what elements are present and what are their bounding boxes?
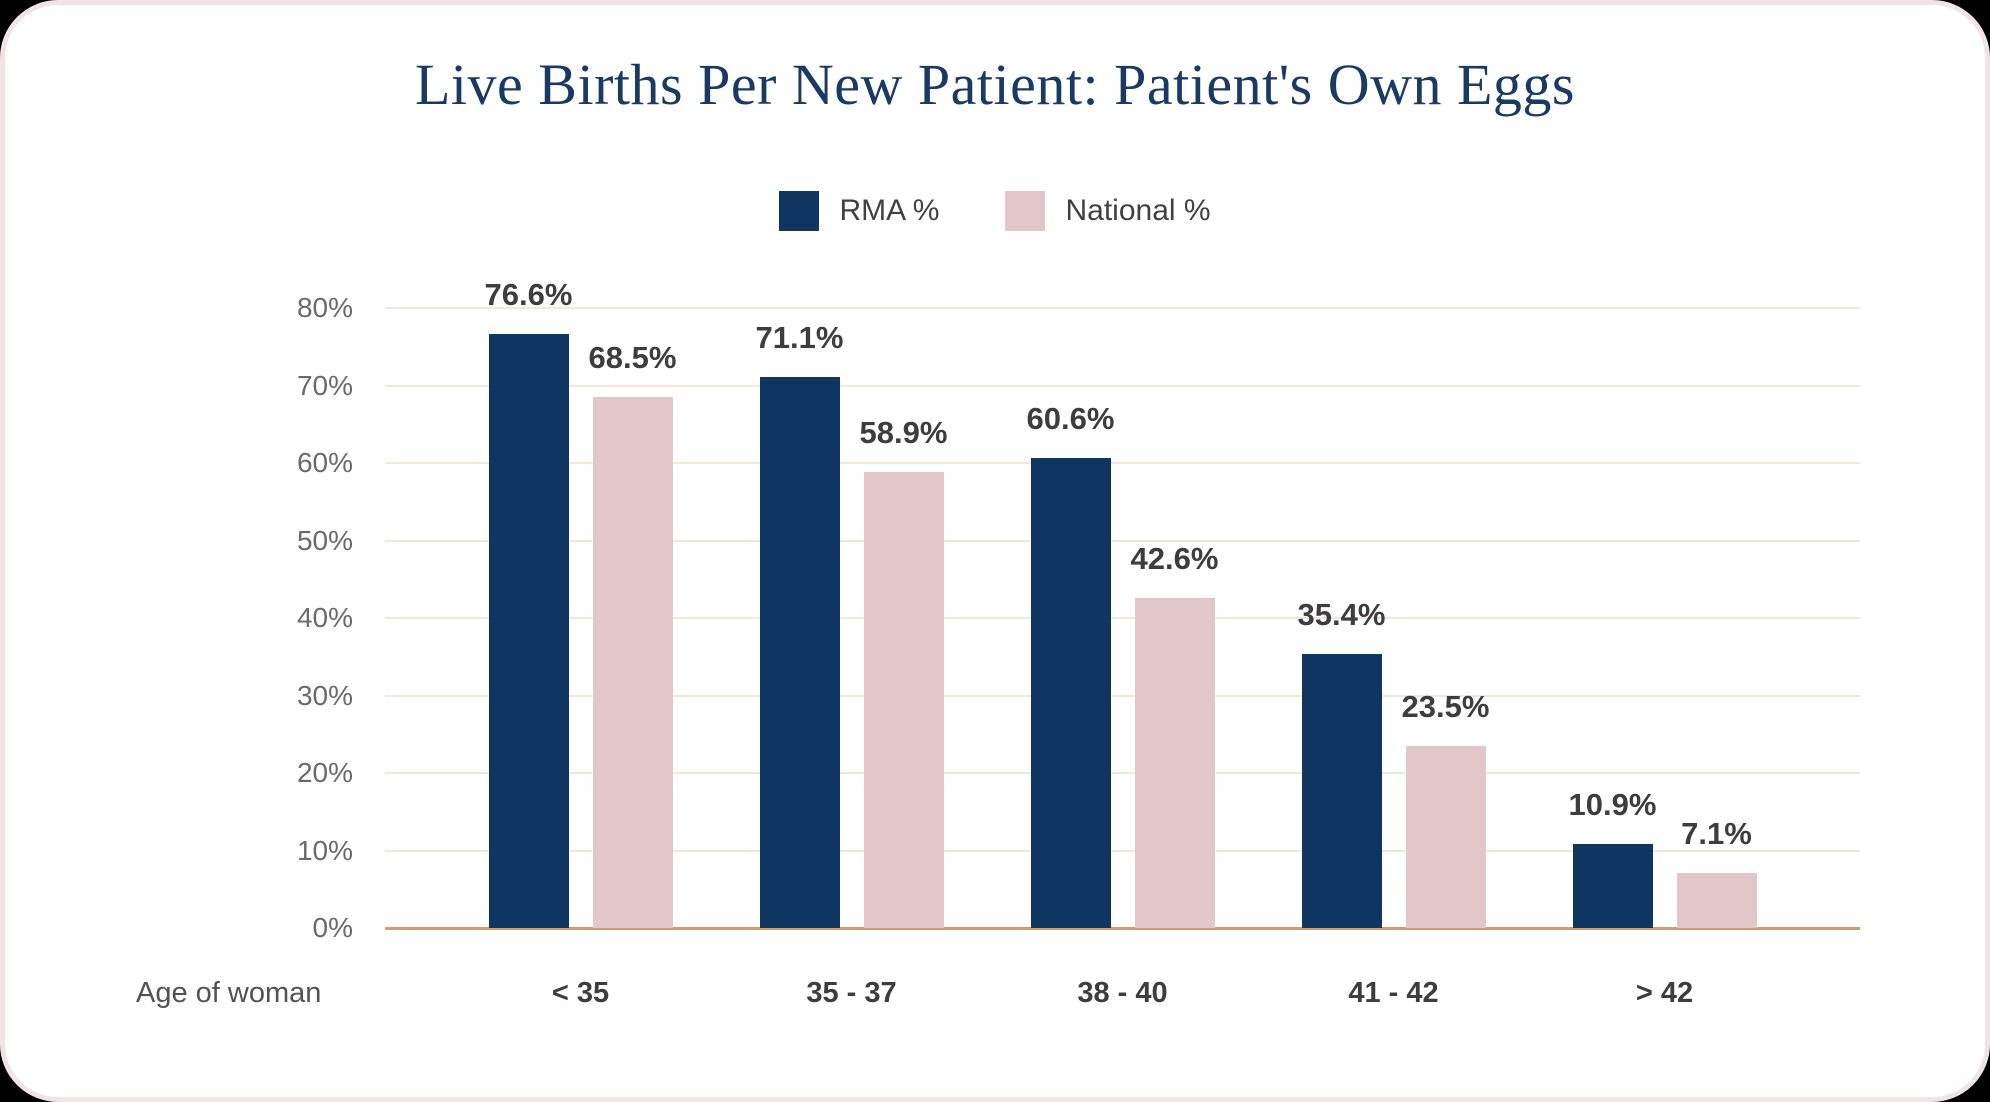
legend-item-national: National % xyxy=(1005,191,1211,231)
bar-value-label-national-group-2: 58.9% xyxy=(859,414,948,450)
bar-national-group-4 xyxy=(1405,745,1486,928)
bar-rma-group-5 xyxy=(1572,843,1653,928)
x-category-label-1: < 35 xyxy=(551,977,610,1009)
bar-value-label-rma-group-1: 76.6% xyxy=(484,277,573,313)
legend-label-rma: RMA % xyxy=(839,194,940,227)
legend-swatch-national-icon xyxy=(1005,191,1046,231)
bar-national-group-1 xyxy=(592,397,673,928)
x-category-label-4: 41 - 42 xyxy=(1348,977,1439,1009)
bar-value-label-national-group-3: 42.6% xyxy=(1130,540,1219,576)
legend-item-rma: RMA % xyxy=(779,191,939,231)
y-tick-label-80%: 80% xyxy=(296,292,353,323)
y-tick-label-0%: 0% xyxy=(312,912,353,943)
x-axis-title: Age of woman xyxy=(136,977,322,1009)
gridline-60% xyxy=(385,462,1860,464)
x-axis-baseline xyxy=(385,927,1860,930)
bar-value-label-rma-group-4: 35.4% xyxy=(1297,596,1386,632)
y-tick-label-30%: 30% xyxy=(296,679,353,711)
gridline-50% xyxy=(385,539,1860,542)
bar-rma-group-4 xyxy=(1301,653,1382,928)
bar-national-group-5 xyxy=(1676,872,1757,928)
y-tick-label-70%: 70% xyxy=(296,369,353,401)
legend-label-national: National % xyxy=(1065,194,1211,227)
y-tick-label-60%: 60% xyxy=(296,447,353,478)
x-category-label-3: 38 - 40 xyxy=(1077,977,1168,1009)
y-tick-label-20%: 20% xyxy=(296,757,353,788)
gridline-20% xyxy=(385,772,1860,774)
x-category-label-2: 35 - 37 xyxy=(806,977,897,1009)
bar-rma-group-3 xyxy=(1030,458,1111,928)
legend-swatch-rma-icon xyxy=(779,191,820,231)
bar-value-label-rma-group-5: 10.9% xyxy=(1568,786,1657,822)
gridline-30% xyxy=(385,694,1860,697)
gridline-40% xyxy=(385,617,1860,619)
bar-value-label-national-group-1: 68.5% xyxy=(588,340,677,376)
gridline-80% xyxy=(385,307,1860,309)
x-category-label-5: > 42 xyxy=(1635,977,1694,1009)
bar-value-label-national-group-4: 23.5% xyxy=(1401,688,1490,724)
y-tick-label-50%: 50% xyxy=(296,524,353,556)
gridline-70% xyxy=(385,384,1860,387)
bar-value-label-rma-group-3: 60.6% xyxy=(1026,401,1115,437)
bar-rma-group-1 xyxy=(488,334,569,928)
chart-title: Live Births Per New Patient: Patient's O… xyxy=(415,52,1575,117)
y-tick-label-10%: 10% xyxy=(296,834,353,866)
bar-value-label-national-group-5: 7.1% xyxy=(1681,815,1752,851)
bar-rma-group-2 xyxy=(759,376,840,928)
bar-national-group-2 xyxy=(863,471,944,928)
bar-national-group-3 xyxy=(1134,597,1215,928)
gridline-10% xyxy=(385,849,1860,852)
bar-value-label-rma-group-2: 71.1% xyxy=(755,319,844,355)
chart-legend: RMA % National % xyxy=(5,189,1985,233)
y-tick-label-40%: 40% xyxy=(296,602,353,633)
